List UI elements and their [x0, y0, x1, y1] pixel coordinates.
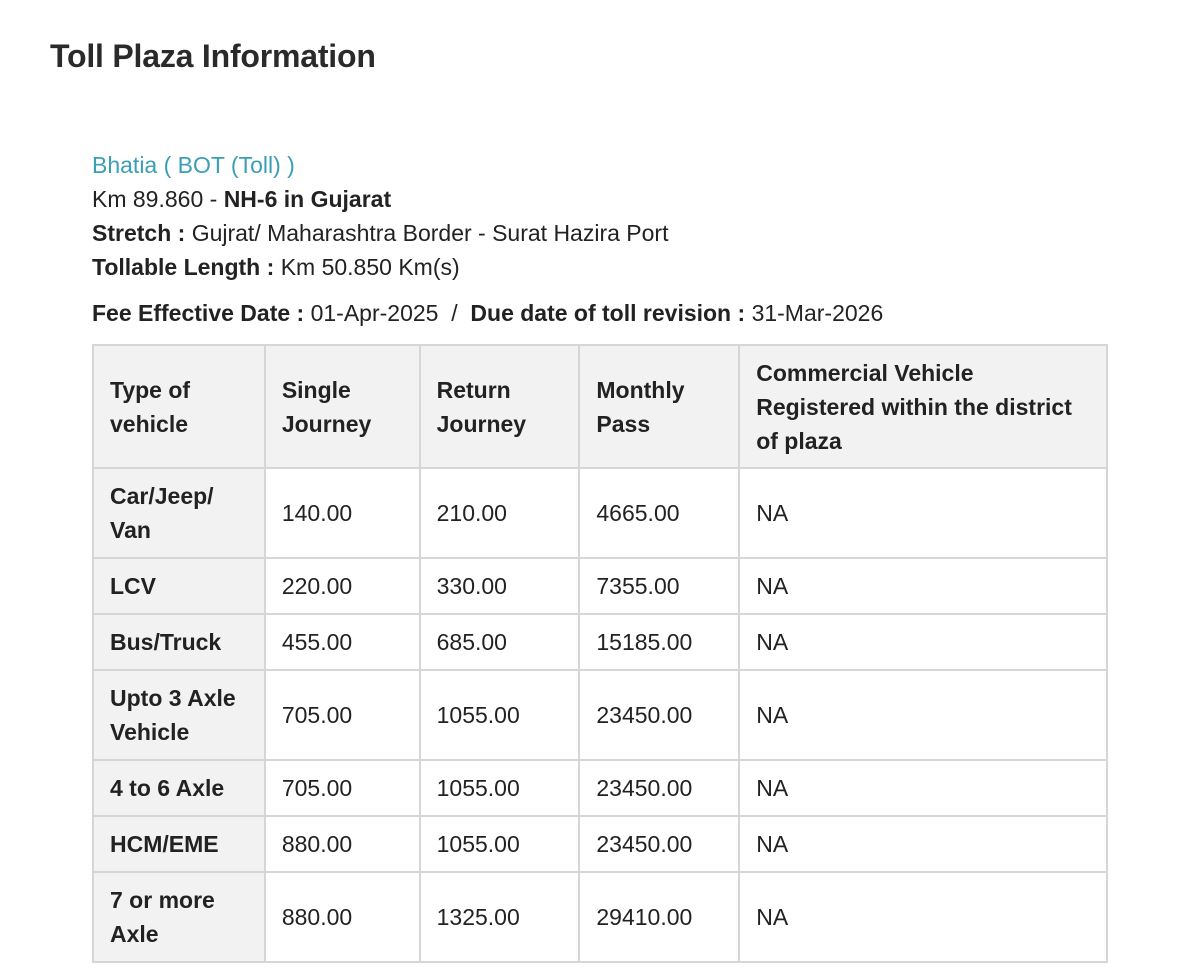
return-journey-cell: 1055.00 [418, 815, 581, 873]
monthly-pass-cell: 29410.00 [578, 871, 741, 963]
tollable-length-value: Km 50.850 Km(s) [280, 254, 460, 280]
due-date-label: Due date of toll revision : [470, 300, 746, 326]
header-return-journey: Return Journey [418, 344, 581, 469]
return-journey-cell: 1055.00 [418, 759, 581, 817]
commercial-vehicle-cell: NA [738, 613, 1108, 671]
monthly-pass-cell: 7355.00 [578, 557, 741, 615]
monthly-pass-cell: 23450.00 [578, 669, 741, 761]
highway-name: NH-6 in Gujarat [223, 186, 392, 212]
single-journey-cell: 705.00 [263, 759, 421, 817]
monthly-pass-cell: 23450.00 [578, 759, 741, 817]
page-title: Toll Plaza Information [50, 38, 376, 74]
header-monthly-pass: Monthly Pass [578, 344, 741, 469]
commercial-vehicle-cell: NA [738, 815, 1108, 873]
vehicle-type-cell: Bus/Truck [92, 613, 266, 671]
monthly-pass-cell: 4665.00 [578, 467, 741, 559]
stretch-line: Stretch : Gujrat/ Maharashtra Border - S… [92, 216, 1112, 250]
fee-dates-line: Fee Effective Date : 01-Apr-2025 / Due d… [92, 296, 1112, 330]
header-commercial-vehicle: Commercial Vehicle Registered within the… [738, 344, 1108, 469]
table-row: Car/Jeep/ Van 140.00 210.00 4665.00 NA [92, 467, 1108, 559]
vehicle-type-cell: 4 to 6 Axle [92, 759, 266, 817]
table-header-row: Type of vehicle Single Journey Return Jo… [92, 344, 1108, 469]
single-journey-cell: 705.00 [263, 669, 421, 761]
fee-effective-date-value: 01-Apr-2025 [310, 300, 439, 326]
single-journey-cell: 220.00 [263, 557, 421, 615]
commercial-vehicle-cell: NA [738, 759, 1108, 817]
tollable-length-line: Tollable Length : Km 50.850 Km(s) [92, 250, 1112, 284]
date-separator: / [451, 300, 458, 326]
single-journey-cell: 455.00 [263, 613, 421, 671]
return-journey-cell: 330.00 [418, 557, 581, 615]
plaza-name-link[interactable]: Bhatia ( BOT (Toll) ) [92, 152, 295, 178]
plaza-location: Km 89.860 - NH-6 in Gujarat [92, 182, 1112, 216]
return-journey-cell: 1055.00 [418, 669, 581, 761]
table-row: HCM/EME 880.00 1055.00 23450.00 NA [92, 815, 1108, 873]
monthly-pass-cell: 15185.00 [578, 613, 741, 671]
return-journey-cell: 210.00 [418, 467, 581, 559]
stretch-value: Gujrat/ Maharashtra Border - Surat Hazir… [191, 220, 669, 246]
commercial-vehicle-cell: NA [738, 871, 1108, 963]
vehicle-type-cell: Upto 3 Axle Vehicle [92, 669, 266, 761]
single-journey-cell: 140.00 [263, 467, 421, 559]
table-row: 7 or more Axle 880.00 1325.00 29410.00 N… [92, 871, 1108, 963]
vehicle-type-cell: 7 or more Axle [92, 871, 266, 963]
due-date-value: 31-Mar-2026 [751, 300, 884, 326]
stretch-label: Stretch : [92, 220, 186, 246]
commercial-vehicle-cell: NA [738, 669, 1108, 761]
vehicle-type-cell: LCV [92, 557, 266, 615]
table-row: Bus/Truck 455.00 685.00 15185.00 NA [92, 613, 1108, 671]
fee-effective-date-label: Fee Effective Date : [92, 300, 305, 326]
plaza-info: Bhatia ( BOT (Toll) ) Km 89.860 - NH-6 i… [92, 148, 1112, 330]
vehicle-type-cell: HCM/EME [92, 815, 266, 873]
header-vehicle-type: Type of vehicle [92, 344, 266, 469]
km-marker: Km 89.860 - [92, 186, 224, 212]
single-journey-cell: 880.00 [263, 871, 421, 963]
vehicle-type-cell: Car/Jeep/ Van [92, 467, 266, 559]
table-row: 4 to 6 Axle 705.00 1055.00 23450.00 NA [92, 759, 1108, 817]
toll-rates-table: Type of vehicle Single Journey Return Jo… [92, 344, 1108, 963]
table-row: Upto 3 Axle Vehicle 705.00 1055.00 23450… [92, 669, 1108, 761]
tollable-length-label: Tollable Length : [92, 254, 275, 280]
commercial-vehicle-cell: NA [738, 557, 1108, 615]
return-journey-cell: 1325.00 [418, 871, 581, 963]
single-journey-cell: 880.00 [263, 815, 421, 873]
monthly-pass-cell: 23450.00 [578, 815, 741, 873]
return-journey-cell: 685.00 [418, 613, 581, 671]
header-single-journey: Single Journey [263, 344, 421, 469]
commercial-vehicle-cell: NA [738, 467, 1108, 559]
table-row: LCV 220.00 330.00 7355.00 NA [92, 557, 1108, 615]
